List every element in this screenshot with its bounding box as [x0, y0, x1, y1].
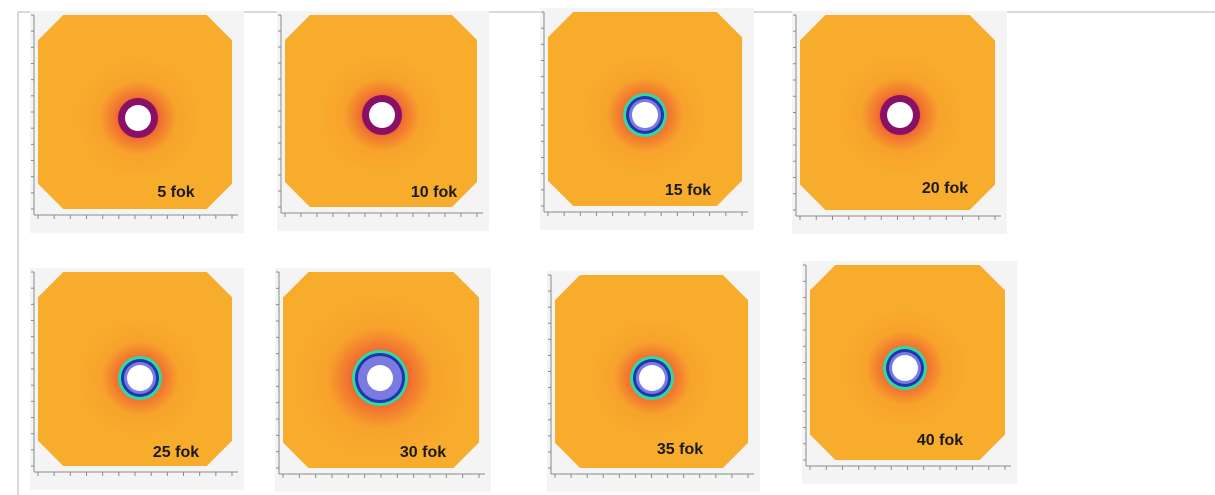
hole — [369, 102, 395, 128]
hole — [632, 102, 658, 128]
hole — [639, 365, 665, 391]
hole — [887, 102, 913, 128]
hole — [367, 365, 393, 391]
panel-label: 5 fok — [157, 184, 194, 201]
panel-label: 40 fok — [917, 432, 963, 449]
panel: 5 fok — [30, 11, 244, 233]
panel: 30 fok — [275, 268, 491, 492]
panel-label: 10 fok — [411, 184, 457, 201]
panel: 20 fok — [792, 11, 1007, 234]
hole — [125, 105, 151, 131]
panel: 25 fok — [30, 268, 244, 490]
panel: 15 fok — [540, 8, 754, 230]
panel-label: 35 fok — [657, 441, 703, 458]
panel: 35 fok — [547, 271, 760, 492]
panel: 10 fok — [277, 11, 489, 231]
hole — [127, 365, 153, 391]
panel: 40 fok — [802, 261, 1017, 484]
panel-label: 25 fok — [153, 444, 199, 461]
hole — [892, 355, 918, 381]
figure: 5 fok 10 fok 15 fok 20 fok 25 fok 30 fok 35 fo… — [0, 0, 1215, 495]
panel-label: 15 fok — [665, 182, 711, 199]
figure-page: 5 fok 10 fok 15 fok 20 fok 25 fok 30 fok 35 fo… — [0, 0, 1215, 495]
panel-label: 20 fok — [922, 180, 968, 197]
panel-label: 30 fok — [400, 444, 446, 461]
